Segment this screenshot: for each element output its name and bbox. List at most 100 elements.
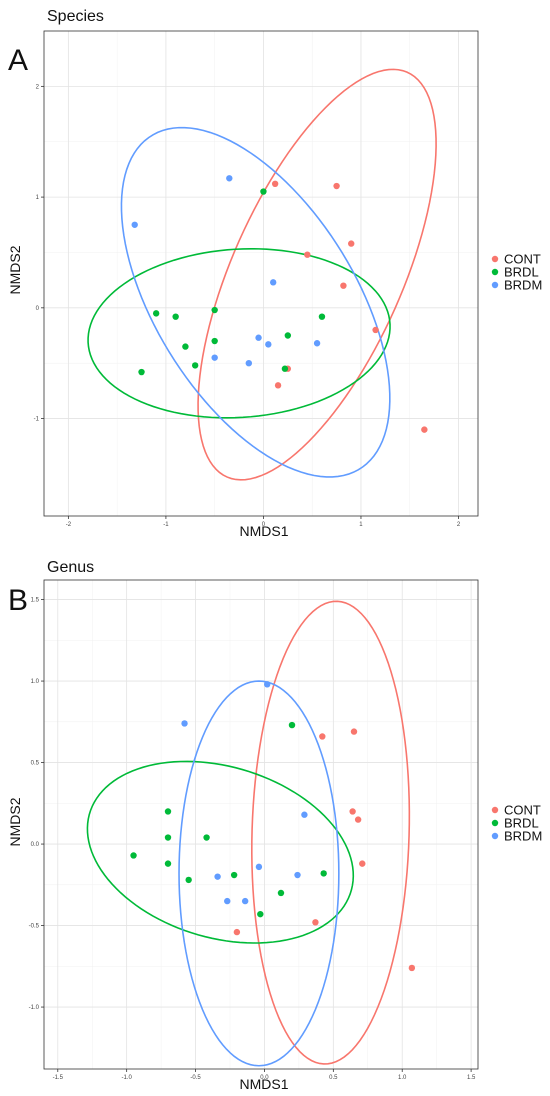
point-brdl [284, 332, 292, 339]
point-brdm [294, 871, 301, 879]
point-brdm [313, 340, 321, 347]
point-brdl [281, 365, 289, 372]
point-cont [348, 240, 355, 247]
point-brdl [138, 368, 145, 376]
point-brdl [288, 721, 296, 729]
x-tick-label: -1.0 [121, 1075, 132, 1081]
point-brdm [269, 279, 277, 286]
panel-title: Genus [47, 559, 94, 576]
y-axis-title: NMDS2 [7, 245, 23, 294]
point-brdl [203, 834, 210, 841]
legend-label-brdm: BRDM [504, 829, 542, 844]
point-cont [304, 251, 311, 258]
ellipse-cont [197, 68, 437, 481]
point-brdm [245, 359, 253, 367]
point-brdm [224, 897, 231, 905]
legend-key-brdl [491, 268, 499, 276]
point-brdl [172, 313, 179, 320]
y-tick-label: -1.0 [29, 1005, 40, 1011]
x-tick-label: -1 [163, 522, 169, 528]
point-brdm [265, 341, 272, 348]
point-cont [340, 282, 347, 289]
point-brdm [241, 897, 249, 905]
panel-title: Species [47, 8, 104, 25]
x-tick-label: 2 [457, 522, 461, 528]
point-brdl [182, 343, 189, 350]
x-tick-label: 1 [359, 522, 363, 528]
point-brdl [164, 834, 172, 841]
point-brdl [211, 337, 218, 345]
grid [44, 580, 478, 1069]
point-brdl [185, 876, 192, 884]
x-tick-label: -0.5 [190, 1075, 201, 1081]
y-axis-title: NMDS2 [7, 797, 23, 846]
y-tick-label: -0.5 [29, 924, 40, 930]
point-cont [354, 816, 362, 823]
ellipse-brdl [86, 760, 355, 944]
point-brdl [211, 306, 218, 314]
point-cont [372, 326, 379, 334]
point-brdl [257, 910, 264, 918]
point-cont [349, 808, 356, 815]
point-brdm [214, 873, 221, 880]
point-cont [350, 728, 358, 735]
point-cont [319, 733, 326, 740]
panel-b: B Genus -1.5 -1.0 -0.5 0.0 0.5 1.0 1.5 -1.0 -0.5 0.… [7, 559, 542, 1092]
y-tick-label: 1.0 [31, 679, 40, 685]
y-tick-label: 1.5 [31, 598, 40, 604]
legend-key-brdm [491, 281, 499, 289]
y-tick-label: 0.5 [31, 761, 40, 767]
point-brdm [255, 334, 262, 341]
plot-background [44, 31, 478, 516]
point-cont [271, 180, 279, 188]
point-brdl [230, 871, 238, 879]
point-cont [408, 964, 416, 972]
point-cont [274, 382, 282, 389]
x-tick-label: -2 [66, 522, 72, 528]
point-brdl [277, 889, 285, 897]
x-tick-label: 1.0 [398, 1075, 407, 1081]
point-brdm [255, 863, 263, 871]
point-brdm [301, 811, 308, 818]
legend-label-cont: CONT [504, 252, 541, 267]
point-brdm [264, 681, 271, 688]
x-tick-label: -1.5 [53, 1075, 64, 1081]
x-tick-label: 1.5 [467, 1075, 476, 1081]
ellipse-brdm [120, 126, 391, 478]
y-tick-label: 0.0 [31, 842, 40, 848]
point-brdl [164, 808, 172, 815]
point-brdl [152, 310, 160, 317]
point-brdm [131, 221, 138, 228]
point-brdl [318, 313, 326, 320]
ellipse-brdm [178, 680, 340, 1067]
ellipse-cont [251, 600, 411, 1065]
point-cont [333, 182, 340, 190]
ellipse-brdl [87, 247, 391, 419]
point-brdl [130, 852, 137, 859]
y-tick-label: 2 [36, 84, 40, 90]
legend-key-cont [491, 806, 499, 814]
x-tick-label: 0.5 [329, 1075, 338, 1081]
point-brdl [191, 362, 199, 369]
panel-a: A Species -2 -1 0 1 2 -1 0 1 2 NMDS1 NMDS2 CONTBRDLBR… [7, 8, 542, 539]
x-axis-title: NMDS1 [239, 523, 288, 539]
point-brdl [260, 188, 267, 195]
point-brdm [181, 720, 188, 727]
legend-label-cont: CONT [504, 803, 541, 818]
legend-key-cont [491, 255, 499, 263]
point-brdl [164, 860, 172, 867]
x-tick-label: 0.0 [260, 1075, 269, 1081]
x-axis-title: NMDS1 [239, 1076, 288, 1092]
plot-background [44, 580, 478, 1069]
legend-label-brdl: BRDL [504, 265, 539, 280]
point-brdl [320, 870, 327, 877]
legend-label-brdm: BRDM [504, 278, 542, 293]
y-tick-label: 1 [36, 195, 40, 201]
y-tick-label: -1 [34, 417, 40, 423]
point-cont [421, 426, 428, 433]
point-brdm [226, 175, 233, 182]
legend-key-brdl [491, 819, 499, 827]
